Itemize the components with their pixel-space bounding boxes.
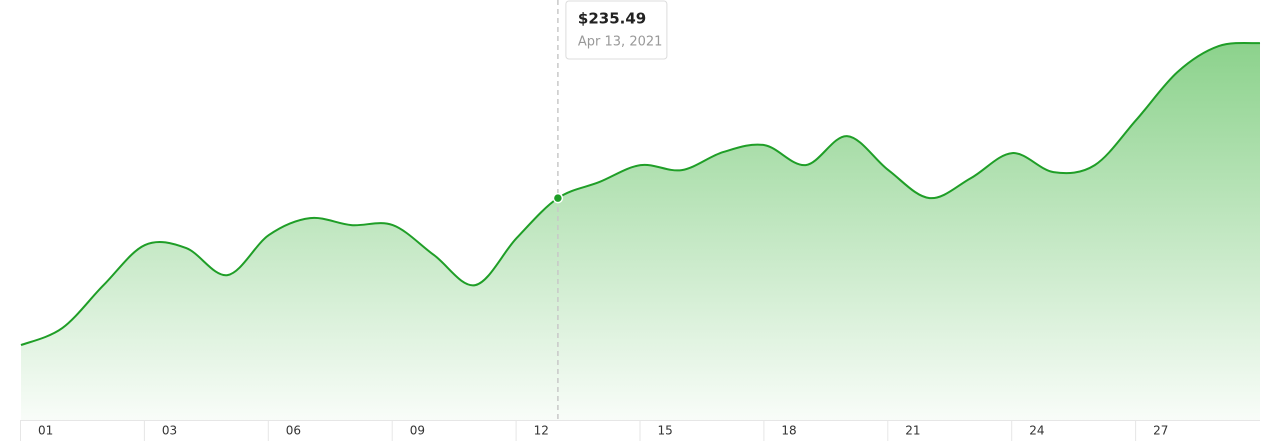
tooltip: $235.49 Apr 13, 2021 [565,0,668,60]
x-tick-label: 01 [38,424,53,438]
x-tick-label: 21 [905,424,920,438]
tooltip-date: Apr 13, 2021 [578,35,663,50]
tooltip-box [565,0,668,60]
x-tick-label: 27 [1153,424,1168,438]
x-tick-label: 18 [781,424,796,438]
area-fill [21,42,1260,420]
x-tick-label: 12 [534,424,549,438]
hover-dot [552,192,564,204]
x-tick-label: 03 [162,424,177,438]
x-tick-label: 09 [410,424,425,438]
tooltip-value: $235.49 [578,10,646,28]
x-tick-label: 24 [1029,424,1044,438]
x-tick-label: 15 [658,424,673,438]
x-tick-label: 06 [286,424,301,438]
price-line [20,41,1261,347]
